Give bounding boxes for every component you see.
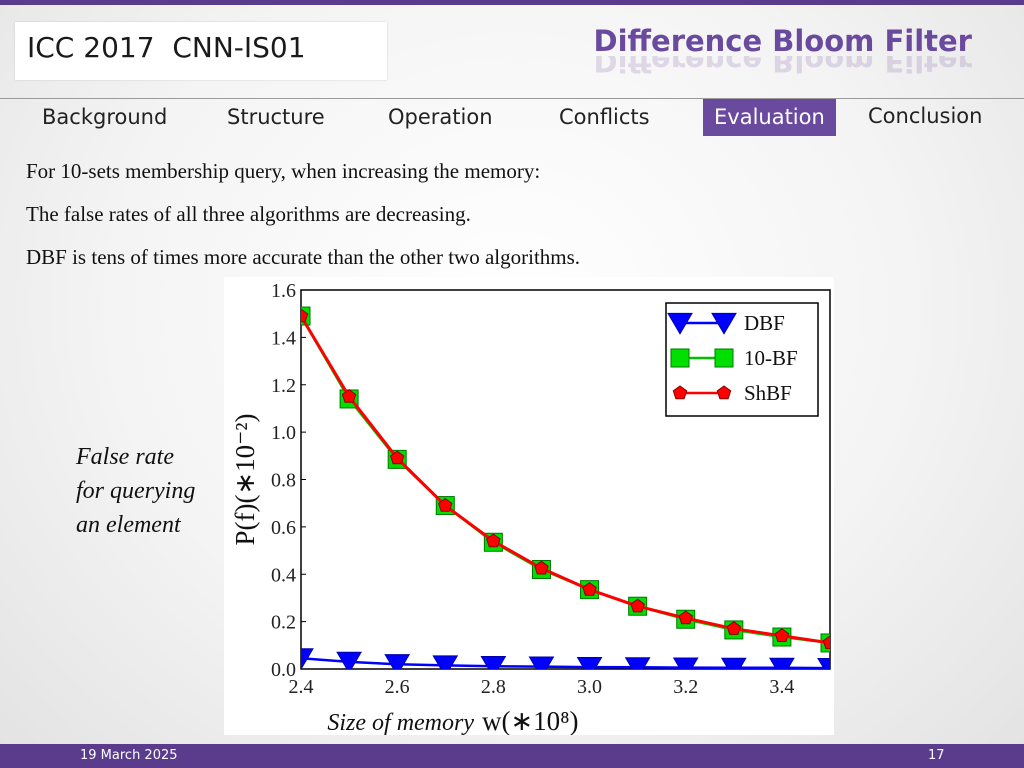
data-point	[534, 560, 549, 575]
x-axis-label: w(∗10⁸)	[482, 706, 579, 735]
data-point	[582, 581, 597, 596]
legend-marker	[670, 348, 690, 368]
nav-conflicts[interactable]: Conflicts	[559, 105, 650, 129]
data-point	[341, 388, 357, 403]
y-axis-label: P(f)(∗10⁻²)	[230, 414, 260, 546]
y-tick-label: 1.2	[271, 375, 296, 397]
footer-bar: 19 March 2025 17	[0, 744, 1024, 768]
legend-marker	[667, 312, 693, 335]
footer-page-number: 17	[928, 748, 945, 763]
y-tick-label: 1.4	[271, 327, 296, 349]
footer-date: 19 March 2025	[80, 748, 178, 763]
data-point	[720, 657, 747, 669]
data-point	[432, 655, 459, 669]
data-point	[678, 610, 693, 625]
conference-label: ICC 2017 CNN-IS01	[27, 31, 306, 64]
side-caption-line-3: an element	[76, 512, 181, 538]
y-tick-label: 0.4	[271, 564, 296, 586]
data-point	[726, 621, 742, 635]
y-tick-label: 1.6	[271, 280, 296, 302]
data-point	[486, 533, 501, 548]
data-point	[301, 648, 314, 669]
data-point	[528, 656, 555, 669]
data-point	[769, 657, 795, 669]
series-dbf	[301, 648, 830, 669]
legend-marker	[716, 385, 732, 400]
nav-divider	[0, 98, 1024, 99]
legend-label: 10-BF	[744, 346, 798, 370]
nav-evaluation[interactable]: Evaluation	[703, 99, 836, 136]
x-tick-label: 3.2	[673, 676, 698, 698]
y-tick-label: 0.2	[271, 612, 296, 634]
side-caption-line-2: for querying	[76, 478, 196, 504]
top-accent-bar	[0, 0, 1024, 5]
x-tick-label: 2.4	[289, 676, 314, 698]
x-tick-label: 3.4	[769, 676, 794, 698]
series-line	[301, 657, 830, 669]
data-point	[480, 656, 507, 669]
data-point	[576, 657, 603, 669]
y-tick-label: 0.0	[271, 659, 296, 681]
nav-background[interactable]: Background	[42, 105, 168, 129]
data-point	[384, 654, 411, 669]
nav-conclusion[interactable]: Conclusion	[868, 104, 983, 128]
bullet-2: The false rates of all three algorithms …	[26, 202, 471, 226]
conference-box: ICC 2017 CNN-IS01	[15, 22, 387, 80]
series-line	[301, 315, 830, 645]
data-point	[672, 657, 699, 669]
chart-legend: DBF 10-BF ShBF	[665, 302, 819, 417]
x-axis-label-prefix: Size of memory	[327, 710, 474, 735]
bullet-3: DBF is tens of times more accurate than …	[26, 245, 581, 269]
side-caption-line-1: False rate	[76, 444, 174, 470]
series-shbf	[301, 308, 830, 650]
y-tick-label: 0.8	[271, 470, 296, 492]
legend-marker	[714, 348, 734, 368]
legend-marker	[711, 312, 737, 335]
data-point	[438, 497, 453, 512]
y-tick-label: 1.0	[271, 422, 296, 444]
data-point	[630, 598, 645, 613]
x-tick-label: 3.0	[577, 676, 602, 698]
data-point	[624, 657, 651, 669]
data-point	[389, 450, 405, 465]
data-point	[817, 657, 830, 669]
nav-structure[interactable]: Structure	[227, 105, 325, 129]
x-tick-label: 2.6	[385, 676, 410, 698]
legend-marker	[672, 385, 688, 400]
slide-title-reflection: Difference Bloom Filter	[593, 56, 972, 78]
y-tick-label: 0.6	[271, 517, 296, 539]
data-point	[336, 651, 362, 669]
data-point	[301, 308, 309, 323]
x-tick-label: 2.8	[481, 676, 506, 698]
legend-label: ShBF	[744, 381, 792, 405]
data-point	[822, 635, 830, 650]
bullet-1: For 10-sets membership query, when incre…	[26, 159, 541, 183]
legend-label: DBF	[744, 311, 785, 335]
slide-title: Difference Bloom Filter	[593, 24, 972, 58]
nav-operation[interactable]: Operation	[388, 105, 493, 129]
side-caption: False rate for querying an element	[76, 440, 195, 542]
chart-container: 0.0 0.2 0.4 0.6 0.8 1.0 1.2 1.4 1.6 2.4 2.6 2.8 3.0 3…	[224, 277, 834, 736]
false-rate-chart: 0.0 0.2 0.4 0.6 0.8 1.0 1.2 1.4 1.6 2.4 2.6 2.8 3.0 3…	[230, 280, 831, 736]
data-point	[774, 628, 790, 642]
